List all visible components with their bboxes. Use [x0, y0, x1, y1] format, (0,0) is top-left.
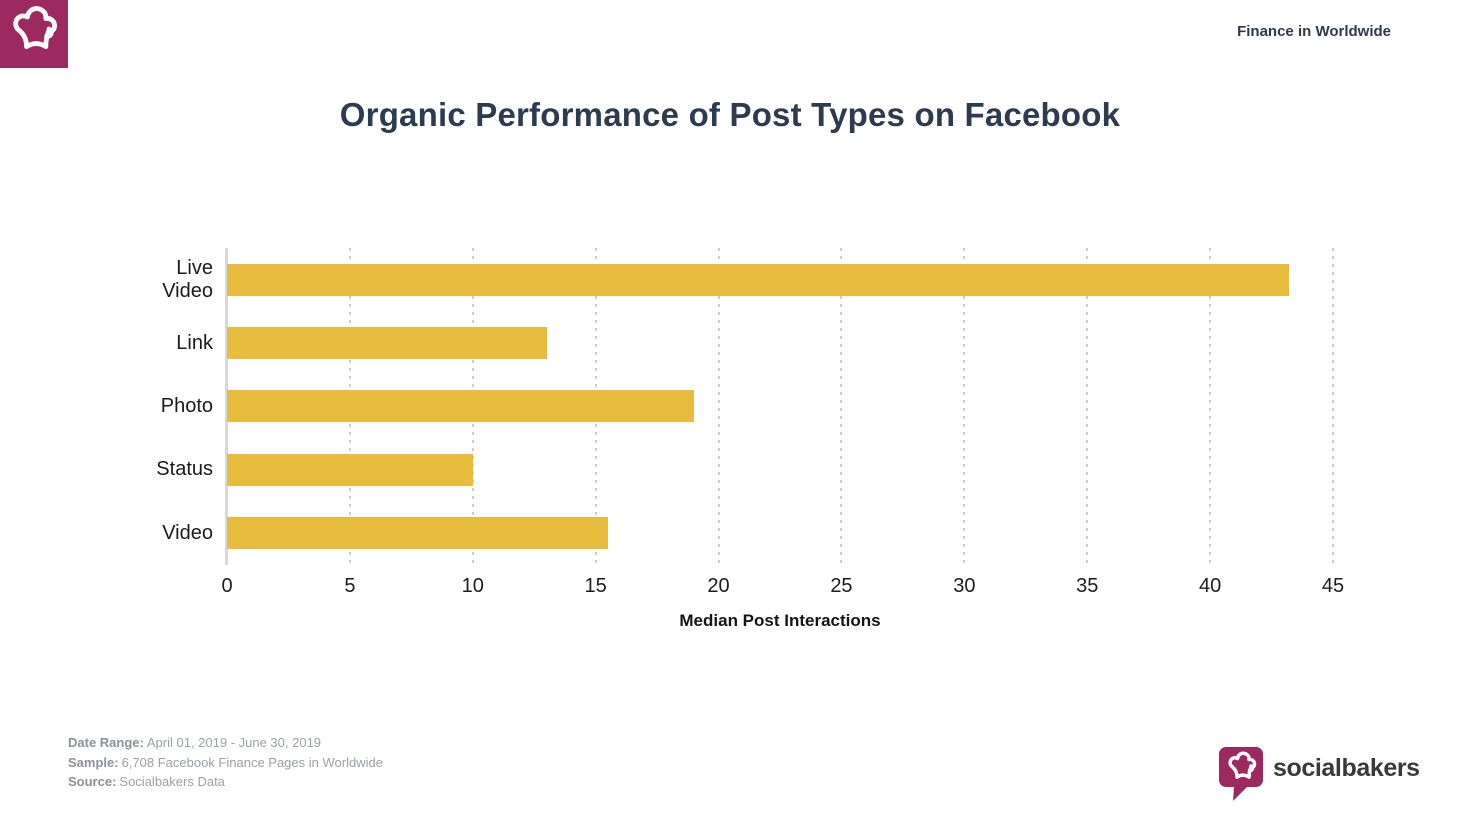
gridline [717, 248, 720, 565]
category-labels: Live Video Link Photo Status Video [117, 248, 213, 565]
gridline [1086, 248, 1089, 565]
x-tick-label: 35 [1076, 575, 1099, 597]
category-label: Status [156, 458, 213, 481]
x-tick-label: 45 [1321, 575, 1345, 597]
footnote-value: 6,708 Facebook Finance Pages in Worldwid… [121, 754, 383, 770]
y-axis-line [225, 248, 228, 565]
bar-video [227, 517, 608, 550]
gridline [963, 248, 966, 565]
bar-row [227, 375, 1333, 438]
footnote-source: Source: Socialbakers Data [68, 772, 383, 792]
footnote-value: April 01, 2019 - June 30, 2019 [146, 735, 322, 750]
bar-row [227, 502, 1333, 565]
chef-hat-icon [0, 0, 68, 68]
x-tick-label: 10 [461, 575, 484, 597]
x-ticks: 0 5 10 15 20 25 30 35 40 45 [221, 575, 1344, 599]
brand-logo [0, 0, 68, 68]
x-tick-label: 40 [1198, 575, 1222, 597]
bar-row [227, 248, 1333, 311]
footnote-date-range: Date Range: April 01, 2019 - June 30, 201… [68, 733, 383, 753]
x-tick-label: 5 [344, 575, 356, 597]
category-label: Video [162, 521, 213, 544]
x-tick-label: 30 [953, 575, 976, 597]
gridline [1332, 248, 1334, 565]
x-axis-title: Median Post Interactions [679, 611, 881, 630]
chart-title: Organic Performance of Post Types on Fac… [339, 96, 1121, 133]
socialbakers-logo: socialbakers [1219, 747, 1420, 801]
footnote-sample: Sample: 6,708 Facebook Finance Pages in W… [68, 753, 383, 773]
gridline [840, 248, 843, 565]
x-tick-label: 15 [584, 575, 607, 597]
brand-wordmark: socialbakers [1273, 754, 1420, 782]
footnote-label: Source: [68, 774, 117, 789]
plot-area: 0 5 10 15 20 25 30 35 40 45 Median Post Interacti… [221, 248, 1344, 630]
footnote-label: Sample: [68, 754, 119, 770]
bar-link [227, 327, 547, 360]
x-tick-label: 25 [830, 575, 853, 597]
footnotes: Date Range: April 01, 2019 - June 30, 201… [68, 733, 383, 792]
x-tick-label: 0 [221, 575, 233, 597]
bar-row [227, 311, 1333, 374]
chef-hat-bubble-icon [1219, 747, 1263, 801]
bar-chart: Live Video Link Photo Status Video 0 5 10 15 20 2… [117, 248, 1344, 630]
bar-status [227, 453, 473, 486]
x-tick-label: 20 [707, 575, 730, 597]
gridline [1209, 248, 1212, 565]
report-scope: Finance in Worldwide [1237, 23, 1391, 40]
bar-row [227, 438, 1333, 501]
category-label: Live Video [162, 256, 213, 302]
category-label: Link [176, 331, 213, 354]
footnote-label: Date Range: [68, 735, 144, 750]
footnote-value: Socialbakers Data [119, 774, 225, 789]
bar-photo [227, 390, 694, 423]
bar-live-video [227, 263, 1289, 296]
category-label: Photo [160, 395, 213, 418]
